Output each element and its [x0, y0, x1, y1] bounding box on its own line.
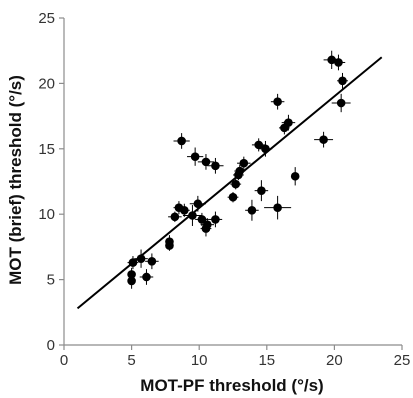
data-point	[273, 203, 282, 212]
data-point	[327, 55, 336, 65]
ticks: 0 5 10 15 20 25 0 5 10 15 20 25	[38, 10, 410, 369]
y-tick-label: 25	[38, 10, 55, 27]
x-tick-label: 10	[191, 352, 208, 369]
data-point	[261, 144, 270, 154]
data-point	[273, 97, 282, 107]
x-tick-label: 0	[60, 352, 68, 369]
data-point	[228, 192, 238, 202]
data-point	[290, 171, 300, 181]
x-tick-label: 20	[326, 352, 343, 369]
data-point	[127, 276, 136, 286]
data-point	[180, 205, 189, 215]
data-point	[334, 58, 343, 67]
data-point	[231, 179, 241, 189]
data-point	[338, 76, 347, 86]
data-point	[211, 161, 220, 171]
data-point	[190, 152, 200, 161]
data-point	[147, 256, 157, 266]
y-tick-label: 20	[38, 75, 55, 92]
data-point	[193, 199, 203, 209]
data-point	[170, 212, 180, 222]
y-tick-label: 5	[47, 272, 55, 289]
data-point	[257, 186, 266, 195]
data-point	[239, 158, 249, 168]
y-tick-label: 10	[38, 206, 55, 223]
data-point	[254, 140, 263, 150]
x-tick-label: 15	[258, 352, 275, 369]
data-point	[165, 241, 174, 250]
data-points	[127, 55, 347, 286]
y-axis-title: MOT (brief) threshold (°/s)	[6, 75, 25, 285]
y-tick-label: 15	[38, 141, 55, 158]
fit-line	[76, 56, 383, 310]
data-point	[247, 205, 257, 215]
fit-line-group	[76, 56, 383, 310]
x-tick-label: 5	[127, 352, 135, 369]
x-axis-title: MOT-PF threshold (°/s)	[140, 376, 323, 395]
data-point	[234, 170, 243, 180]
data-point	[136, 254, 146, 263]
data-point	[127, 270, 136, 279]
data-point	[201, 157, 211, 167]
y-tick-label: 0	[47, 337, 55, 354]
x-tick-label: 25	[394, 352, 411, 369]
data-point	[177, 136, 186, 146]
data-point	[188, 211, 197, 220]
data-point	[280, 123, 289, 133]
axes	[63, 18, 402, 346]
data-point	[211, 215, 220, 224]
data-point	[201, 224, 211, 233]
data-point	[336, 98, 346, 108]
data-point	[197, 215, 207, 224]
data-point	[128, 258, 138, 267]
data-point	[319, 135, 328, 144]
data-point	[142, 272, 151, 282]
